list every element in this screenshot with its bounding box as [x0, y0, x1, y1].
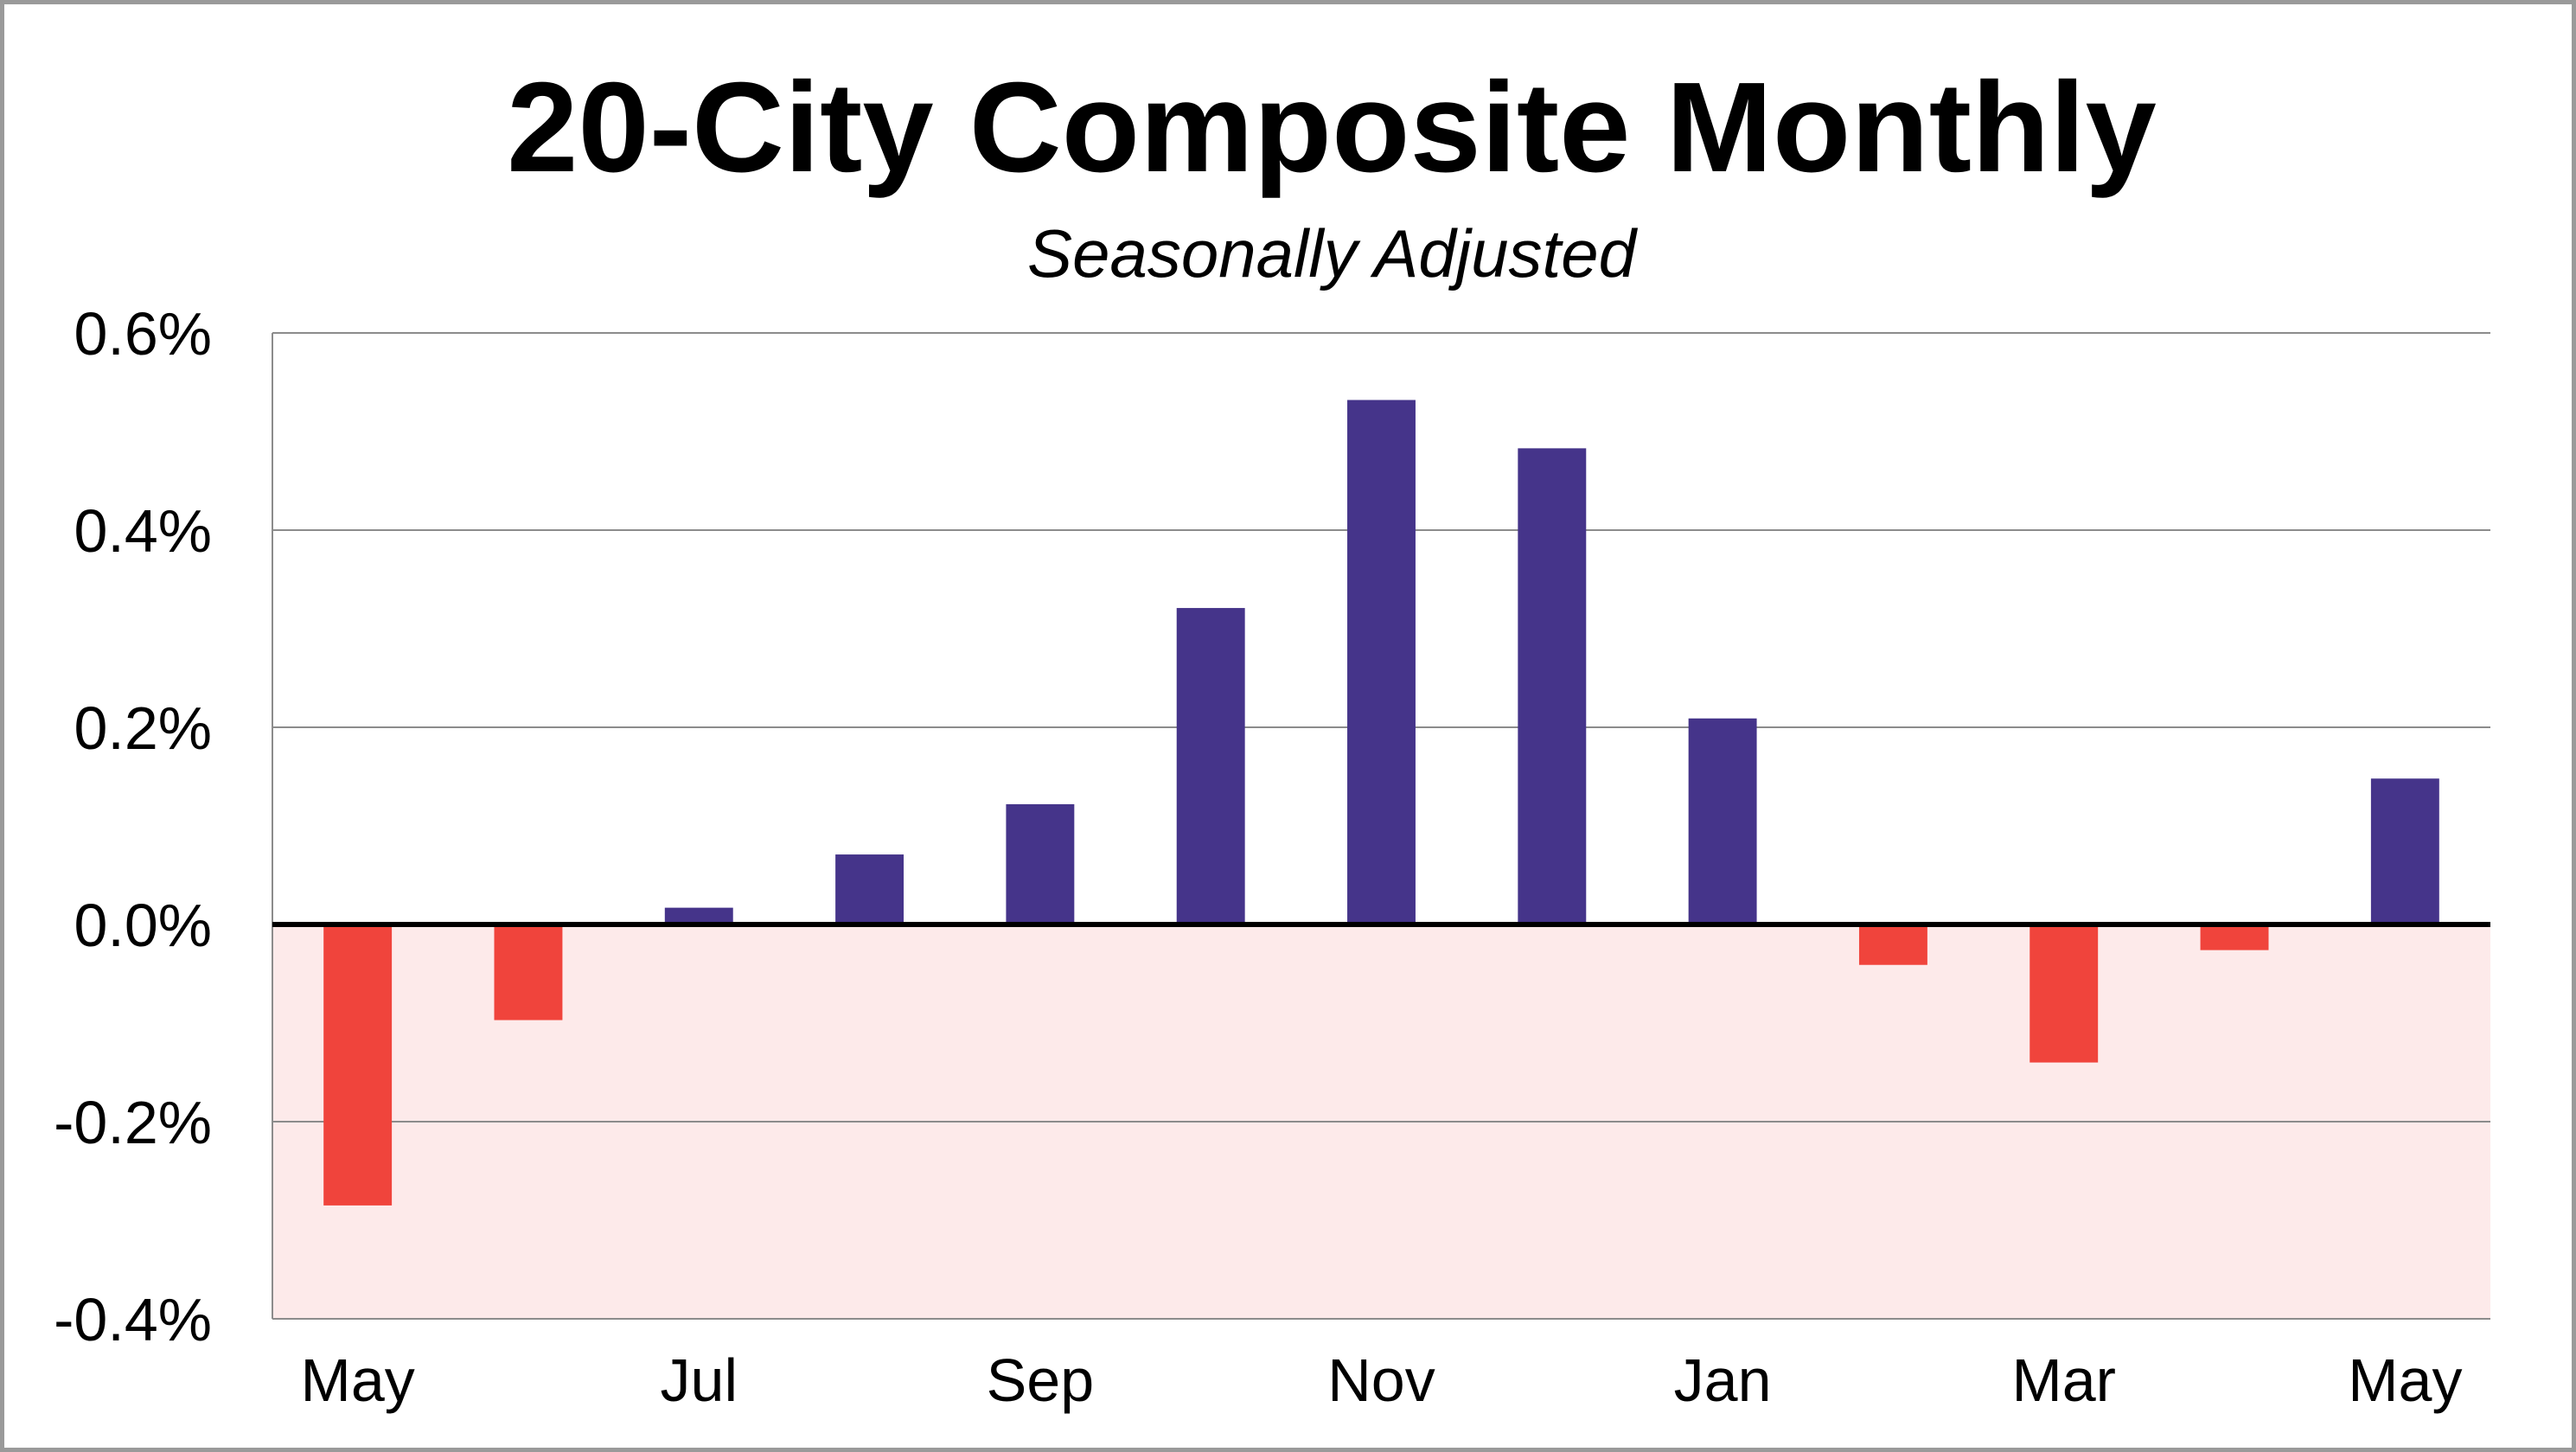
- bar: [1006, 803, 1075, 924]
- bar: [1347, 400, 1416, 924]
- y-tick-label: -0.4%: [54, 1286, 212, 1353]
- bar: [2200, 924, 2269, 950]
- x-tick-label: Nov: [1327, 1346, 1435, 1414]
- chart-title: 20-City Composite Monthly: [507, 56, 2157, 199]
- bar: [323, 924, 393, 1206]
- y-tick-label: -0.2%: [54, 1089, 212, 1156]
- bar: [494, 924, 563, 1020]
- plot-area: 0.6% 0.4% 0.2% 0.0% -0.2% -0.4% May Jul Sep Nov Ja…: [54, 300, 2490, 1414]
- y-tick-label: 0.0%: [74, 892, 212, 959]
- bar: [1688, 718, 1757, 924]
- chart-subtitle: Seasonally Adjusted: [1027, 215, 1639, 291]
- y-tick-label: 0.6%: [74, 300, 212, 368]
- bar: [664, 907, 733, 924]
- bar: [835, 854, 904, 924]
- x-tick-label: Jul: [661, 1346, 738, 1414]
- x-tick-label: Jan: [1674, 1346, 1772, 1414]
- bar: [1858, 924, 1927, 965]
- x-tick-label: Mar: [2011, 1346, 2116, 1414]
- x-tick-label: May: [2348, 1346, 2462, 1414]
- x-tick-label: May: [301, 1346, 415, 1414]
- bar: [2029, 924, 2099, 1063]
- x-tick-label: Sep: [987, 1346, 1095, 1414]
- y-tick-label: 0.4%: [74, 497, 212, 565]
- y-tick-label: 0.2%: [74, 694, 212, 762]
- chart: 20-City Composite Monthly Seasonally Adj…: [54, 56, 2490, 1414]
- bar: [1176, 608, 1245, 924]
- bar: [2370, 778, 2439, 924]
- bar: [1518, 448, 1587, 924]
